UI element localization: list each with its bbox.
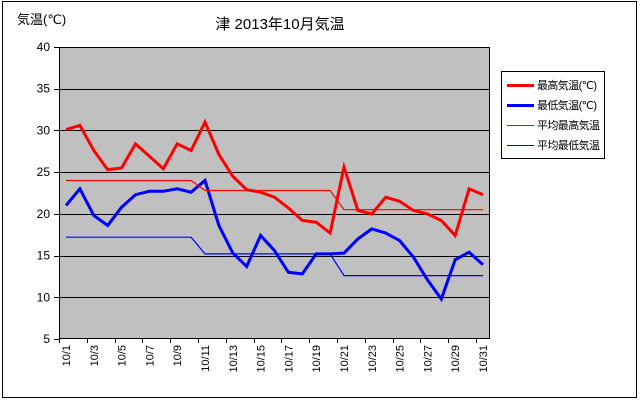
legend-label-avg-min-temp: 平均最低気温 <box>537 140 600 152</box>
x-tick-label: 10/23 <box>367 345 379 373</box>
y-tick-label: 15 <box>37 249 51 263</box>
y-tick-label: 25 <box>37 165 51 179</box>
legend-item-min-temp: 最低気温(℃) <box>507 97 604 113</box>
legend-label-min-temp: 最低気温(℃) <box>537 100 597 112</box>
x-tick-label: 10/21 <box>339 345 351 373</box>
y-axis-title: 気温(℃) <box>17 12 67 27</box>
plot-border <box>59 47 490 339</box>
y-tick-label: 20 <box>37 207 51 221</box>
x-tick-label: 10/1 <box>61 345 73 366</box>
x-tick-label: 10/15 <box>256 345 268 373</box>
x-tick-label: 10/13 <box>228 345 240 373</box>
legend-item-max-temp: 最高気温(℃) <box>507 77 604 93</box>
x-tick-label: 10/27 <box>422 345 434 373</box>
legend-item-avg-max-temp: 平均最高気温 <box>507 117 604 133</box>
legend-line-avg-max-temp-icon <box>507 124 534 126</box>
legend-line-min-temp-icon <box>507 103 534 107</box>
x-tick-label: 10/29 <box>450 345 462 373</box>
x-tick-label: 10/31 <box>478 345 490 373</box>
legend-line-avg-min-temp-icon <box>507 144 534 146</box>
y-tick-label: 10 <box>37 290 51 304</box>
legend-label-avg-max-temp: 平均最高気温 <box>537 120 600 132</box>
legend-label-max-temp: 最高気温(℃) <box>537 80 597 92</box>
y-tick-label: 40 <box>37 40 51 54</box>
series-line-avg-min-temp <box>66 236 483 277</box>
x-tick-label: 10/7 <box>144 345 156 366</box>
x-tick-label: 10/11 <box>200 345 212 372</box>
x-tick-label: 10/3 <box>89 345 101 366</box>
series-line-avg-max-temp <box>66 179 483 211</box>
series-line-max-temp <box>65 118 484 239</box>
chart-title: 津 2013年10月気温 <box>215 16 345 33</box>
y-tick-label: 30 <box>37 123 51 137</box>
x-tick-label: 10/5 <box>117 345 129 366</box>
legend-line-max-temp-icon <box>507 83 534 87</box>
x-tick-label: 10/9 <box>172 345 184 366</box>
y-tick-label: 5 <box>43 332 50 346</box>
legend: 最高気温(℃) 最低気温(℃) 平均最高気温 平均最低気温 <box>501 71 605 159</box>
x-tick-label: 10/19 <box>311 345 323 373</box>
x-tick-label: 10/25 <box>395 345 407 373</box>
y-tick-label: 35 <box>37 82 51 96</box>
plot-background <box>59 47 490 339</box>
legend-item-avg-min-temp: 平均最低気温 <box>507 137 604 153</box>
x-tick-label: 10/17 <box>283 345 295 373</box>
series-line-min-temp <box>64 177 485 303</box>
